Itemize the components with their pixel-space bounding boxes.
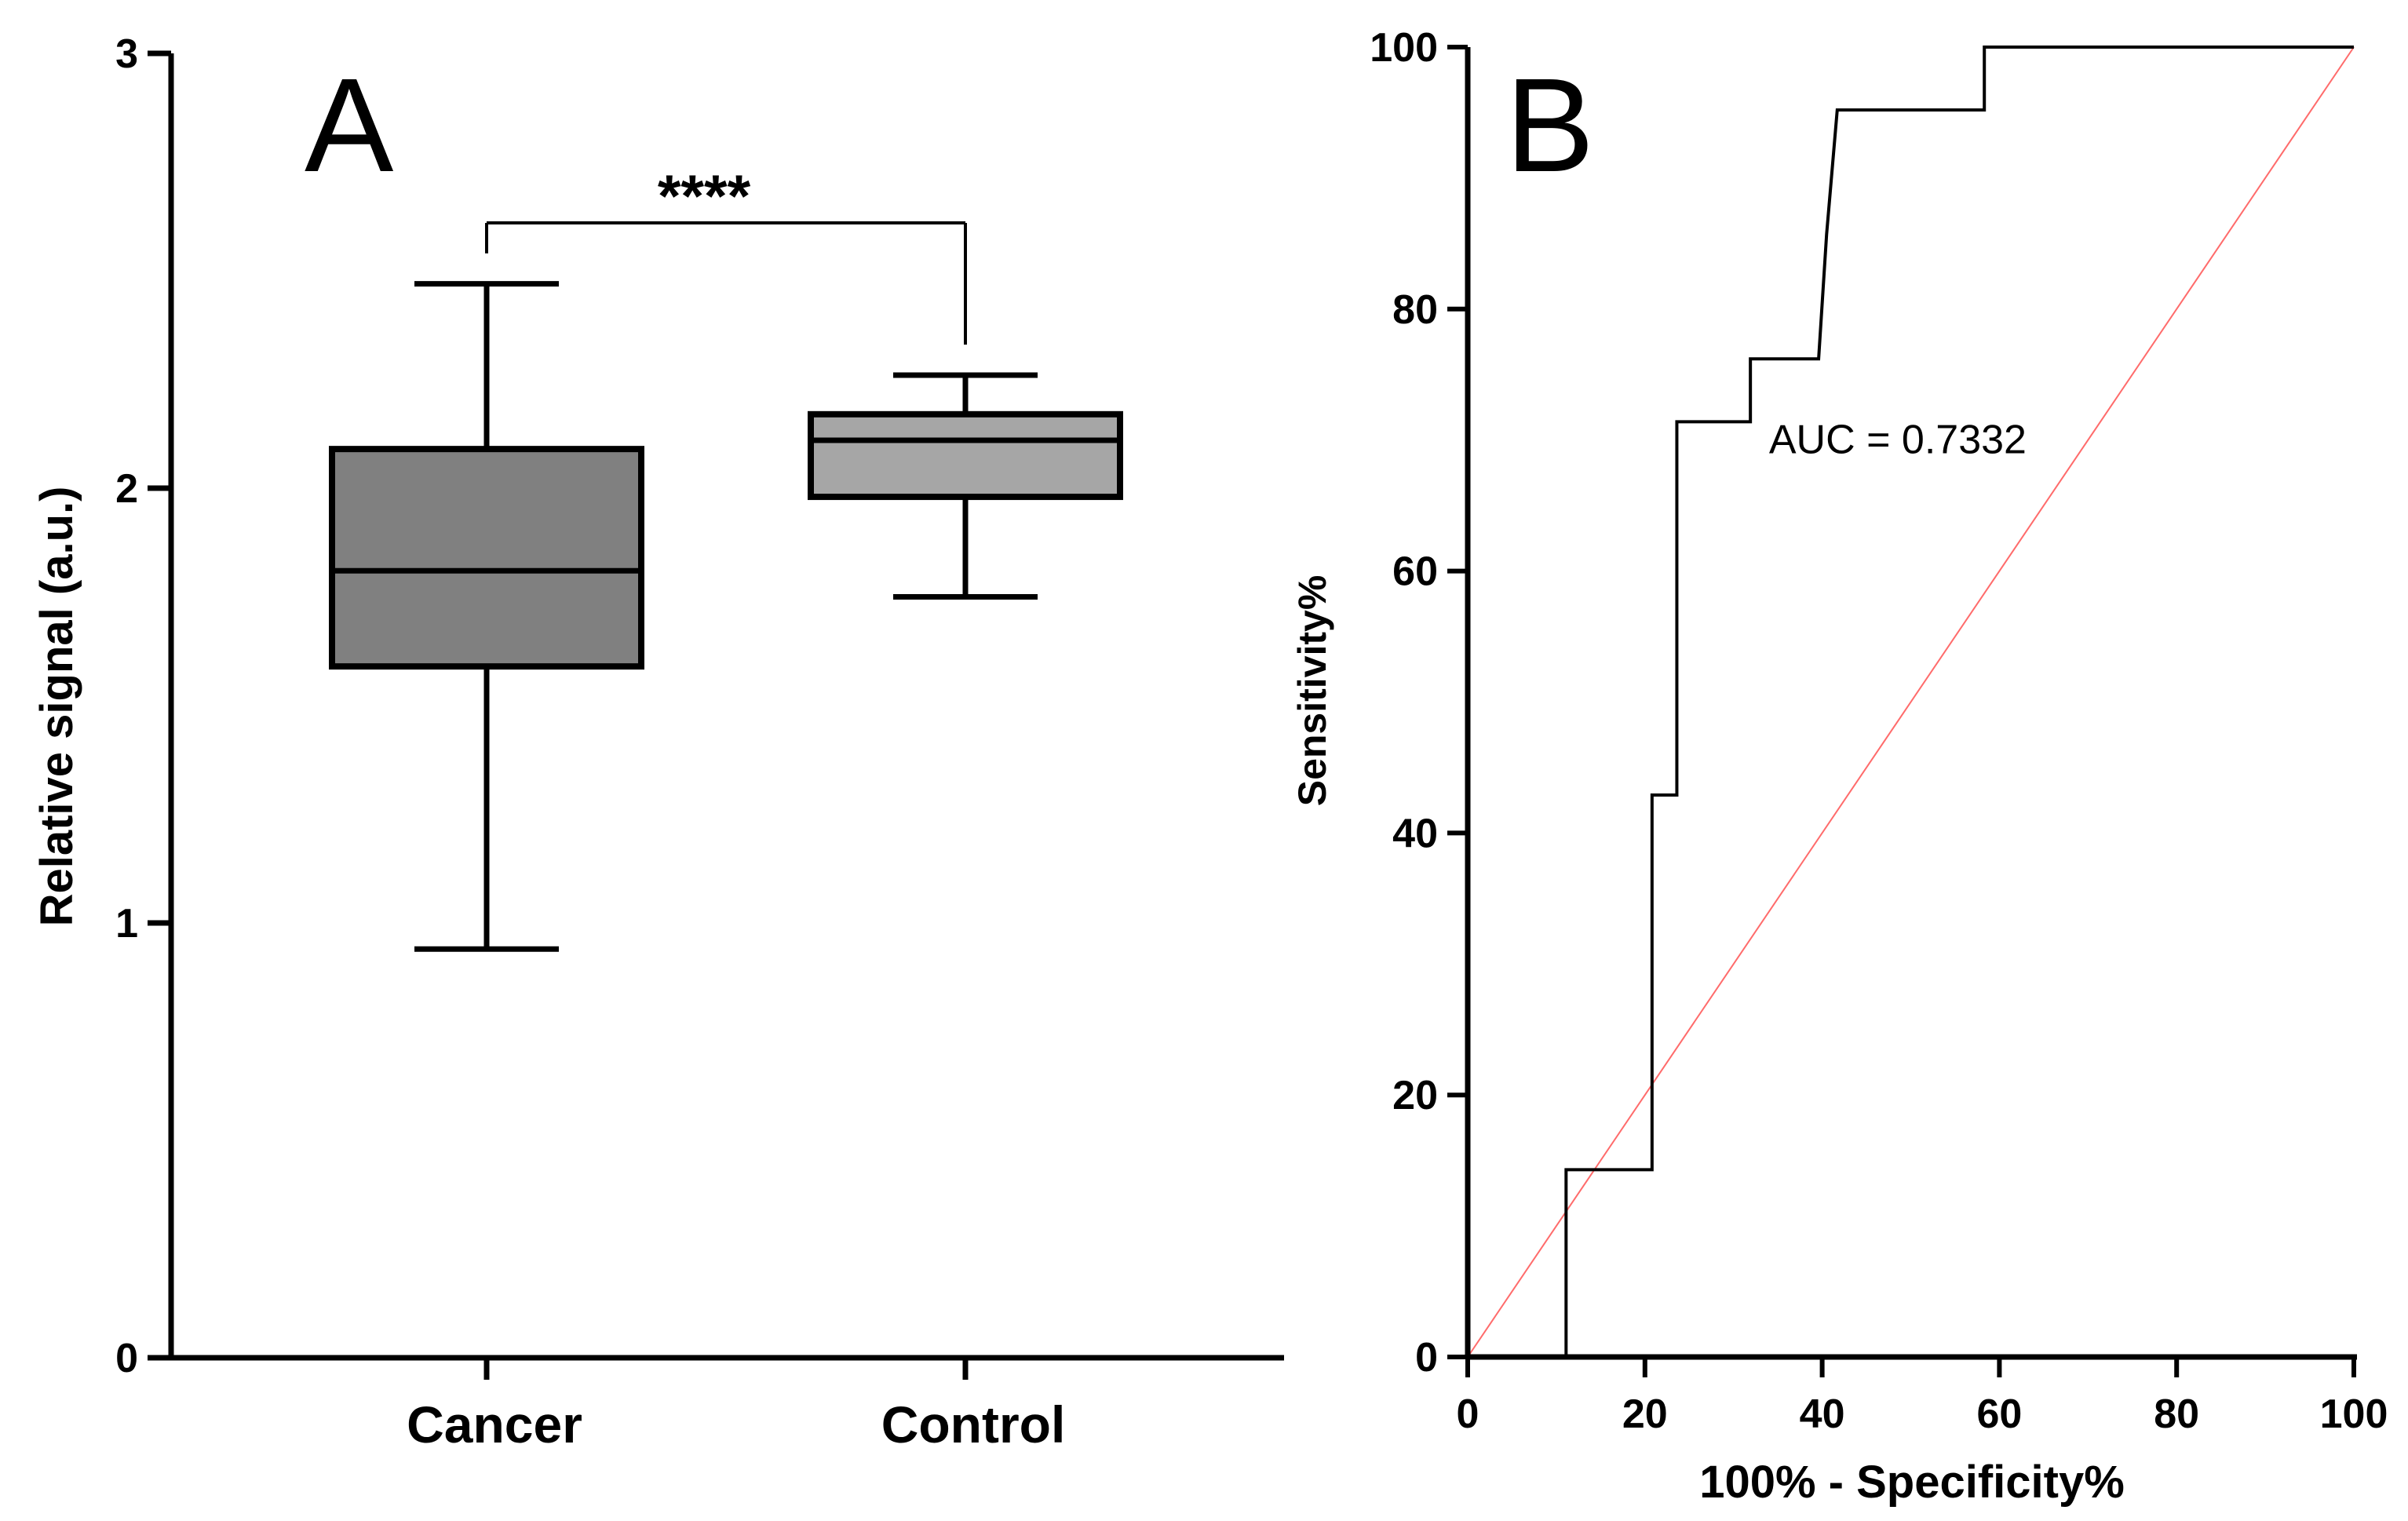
box-plot-axes: 0 1 2 3 Cancer Control: [115, 31, 1065, 1454]
panel-label-a: A: [305, 51, 394, 200]
roc-x-axis-label: 100% - Specificity%: [1699, 1457, 2125, 1508]
y-tick-label: 1: [115, 901, 138, 947]
category-label-cancer: Cancer: [407, 1395, 582, 1454]
panel-label-b: B: [1505, 51, 1594, 200]
roc-lines: [1467, 46, 2355, 1358]
reference-line: [1467, 46, 2355, 1358]
significance-label: ****: [658, 163, 751, 230]
roc-x-tick-label: 60: [1976, 1392, 2022, 1437]
roc-x-tick-label: 100: [2320, 1392, 2388, 1437]
y-tick-label: 3: [115, 31, 138, 77]
roc-y-axis-label: Sensitivity%: [1290, 575, 1334, 807]
roc-y-tick-label: 40: [1392, 811, 1438, 856]
y-tick-label: 0: [115, 1336, 138, 1381]
roc-y-tick-label: 80: [1392, 287, 1438, 333]
cancer-box: [329, 446, 644, 670]
roc-x-tick-label: 80: [2154, 1392, 2199, 1437]
control-box: [808, 410, 1123, 501]
box-plot-marks: [329, 221, 1123, 952]
roc-y-tick-label: 0: [1415, 1335, 1438, 1381]
roc-axes: 0 20 40 60 80 100 0 20 40 60 80 100: [1370, 25, 2388, 1437]
y-axis-label: Relative signal (a.u.): [31, 487, 82, 927]
roc-y-tick-label: 60: [1392, 549, 1438, 595]
roc-x-tick-label: 20: [1622, 1392, 1668, 1437]
box-plot-panel: 0 1 2 3 Cancer Control A Relative signal (a.u…: [31, 31, 1284, 1454]
auc-annotation: AUC = 0.7332: [1769, 417, 2027, 462]
roc-y-tick-label: 20: [1392, 1073, 1438, 1118]
roc-x-tick-label: 0: [1457, 1392, 1479, 1437]
roc-curve: [1564, 46, 2354, 1357]
y-tick-label: 2: [115, 466, 138, 512]
roc-y-tick-label: 100: [1370, 25, 1438, 71]
category-label-control: Control: [881, 1395, 1066, 1454]
roc-x-tick-label: 40: [1800, 1392, 1845, 1437]
